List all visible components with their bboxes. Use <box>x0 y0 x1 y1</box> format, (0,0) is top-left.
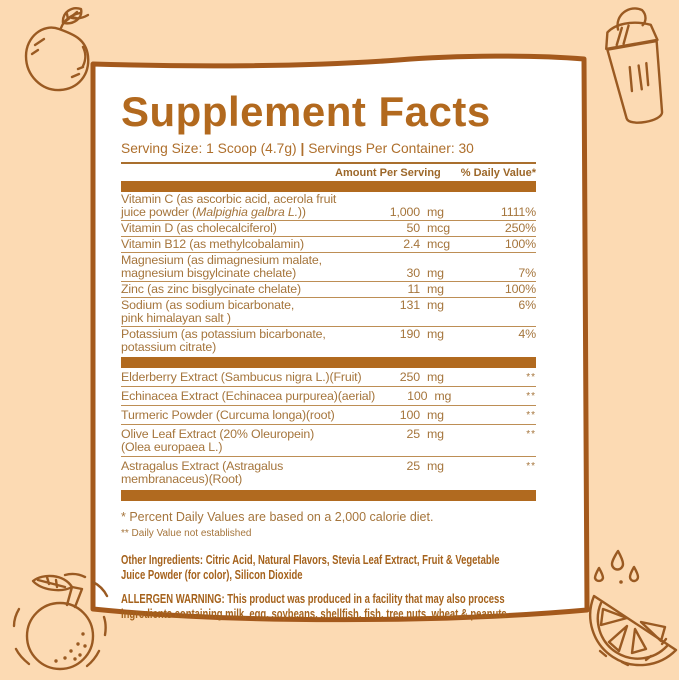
daily-value: 4% <box>518 327 536 341</box>
amount-unit: mg <box>427 298 444 312</box>
amount-value: 2.4 <box>403 237 420 251</box>
serving-size: Serving Size: 1 Scoop (4.7g) <box>121 141 297 156</box>
table-row: Turmeric Powder (Curcuma longa)(root) 10… <box>121 406 536 425</box>
table-row: Vitamin D (as cholecalciferol) 50 mcg 25… <box>121 221 536 237</box>
ingredient-name: Vitamin B12 (as methylcobalamin) <box>121 237 304 251</box>
table-row: Astragalus Extract (Astragalus membranac… <box>121 457 536 488</box>
serving-divider: | <box>300 141 305 156</box>
daily-value: ** <box>526 390 536 402</box>
footnote-daily-values: * Percent Daily Values are based on a 2,… <box>121 510 434 524</box>
serving-info: Serving Size: 1 Scoop (4.7g) | Servings … <box>121 141 536 156</box>
section-divider-bar <box>121 357 536 368</box>
orange-icon <box>12 572 109 671</box>
amount-unit: mg <box>434 388 452 403</box>
amount-unit: mg <box>427 458 444 473</box>
amount-value: 190 <box>399 327 420 341</box>
amount-value: 100 <box>407 388 428 403</box>
table-row: Olive Leaf Extract (20% Oleuropein) (Ole… <box>121 425 536 457</box>
amount-unit: mg <box>427 282 444 296</box>
header-rule <box>121 162 536 164</box>
amount-value: 11 <box>407 282 420 296</box>
servings-per-container: Servings Per Container: 30 <box>308 141 474 156</box>
amount-value: 25 <box>406 426 421 441</box>
table-row: Zinc (as zinc bisglycinate chelate) 11 m… <box>121 282 536 298</box>
ingredient-name: Zinc (as zinc bisglycinate chelate) <box>121 282 301 296</box>
daily-value: ** <box>526 371 536 383</box>
amount-unit: mcg <box>427 237 450 251</box>
amount-value: 30 <box>406 266 421 280</box>
daily-value: 250% <box>504 221 536 235</box>
section-divider-bar <box>121 181 536 192</box>
ingredient-name: Sodium (as sodium bicarbonate, pink hima… <box>121 298 295 325</box>
daily-value: 100% <box>504 282 536 296</box>
daily-value: 6% <box>518 298 536 312</box>
section-divider-bar <box>121 490 536 501</box>
panel-title: Supplement Facts <box>121 88 491 135</box>
amount-unit: mg <box>427 426 444 441</box>
amount-value: 50 <box>406 221 421 235</box>
daily-value: ** <box>526 460 536 472</box>
shaker-bottle-icon <box>605 7 664 124</box>
daily-value: ** <box>526 409 536 421</box>
table-row: Sodium (as sodium bicarbonate, pink hima… <box>121 298 536 327</box>
ingredient-name: Astragalus Extract (Astragalus membranac… <box>121 458 284 486</box>
column-header-daily-value: % Daily Value* <box>460 167 536 179</box>
table-row: Vitamin B12 (as methylcobalamin) 2.4 mcg… <box>121 237 536 253</box>
daily-value: 100% <box>504 237 536 251</box>
ingredient-name: Magnesium (as dimagnesium malate, magnes… <box>121 253 322 280</box>
supplement-panel: Supplement Facts Serving Size: 1 Scoop (… <box>121 88 536 621</box>
ingredient-name: Vitamin C (as ascorbic acid, acerola fru… <box>121 192 337 219</box>
ingredient-name: Echinacea Extract (Echinacea purpurea)(a… <box>121 388 376 403</box>
citrus-slice-icon <box>589 549 678 667</box>
amount-value: 131 <box>399 298 420 312</box>
daily-value: 7% <box>518 266 536 280</box>
table-row: Echinacea Extract (Echinacea purpurea)(a… <box>121 387 536 406</box>
allergen-warning-text: ALLERGEN WARNING: This product was produ… <box>121 591 510 621</box>
amount-value: 250 <box>399 369 420 384</box>
amount-unit: mg <box>427 266 444 280</box>
amount-unit: mg <box>427 369 444 384</box>
other-ingredients-text: Other Ingredients: Citric Acid, Natural … <box>121 552 500 582</box>
ingredient-name: Potassium (as potassium bicarbonate, pot… <box>121 327 326 354</box>
amount-unit: mg <box>427 205 444 219</box>
apple-icon <box>24 7 90 92</box>
daily-value: 1111% <box>500 205 536 219</box>
amount-value: 100 <box>399 407 420 422</box>
column-headers: Amount Per Serving % Daily Value* <box>121 167 536 179</box>
amount-value: 1,000 <box>389 205 420 219</box>
ingredient-name: Vitamin D (as cholecalciferol) <box>121 221 277 235</box>
daily-value: ** <box>526 428 536 440</box>
table-row: Elderberry Extract (Sambucus nigra L.)(F… <box>121 368 536 387</box>
ingredient-name: Olive Leaf Extract (20% Oleuropein) (Ole… <box>121 426 315 454</box>
table-row: Potassium (as potassium bicarbonate, pot… <box>121 327 536 355</box>
amount-unit: mcg <box>427 221 450 235</box>
ingredient-name: Elderberry Extract (Sambucus nigra L.)(F… <box>121 369 362 384</box>
amount-value: 25 <box>406 458 421 473</box>
column-header-amount: Amount Per Serving <box>335 167 441 179</box>
ingredient-name: Turmeric Powder (Curcuma longa)(root) <box>121 407 335 422</box>
amount-unit: mg <box>427 327 444 341</box>
amount-unit: mg <box>427 407 444 422</box>
table-row: Vitamin C (as ascorbic acid, acerola fru… <box>121 192 536 221</box>
footnote-not-established: ** Daily Value not established <box>121 528 252 539</box>
table-row: Magnesium (as dimagnesium malate, magnes… <box>121 253 536 282</box>
